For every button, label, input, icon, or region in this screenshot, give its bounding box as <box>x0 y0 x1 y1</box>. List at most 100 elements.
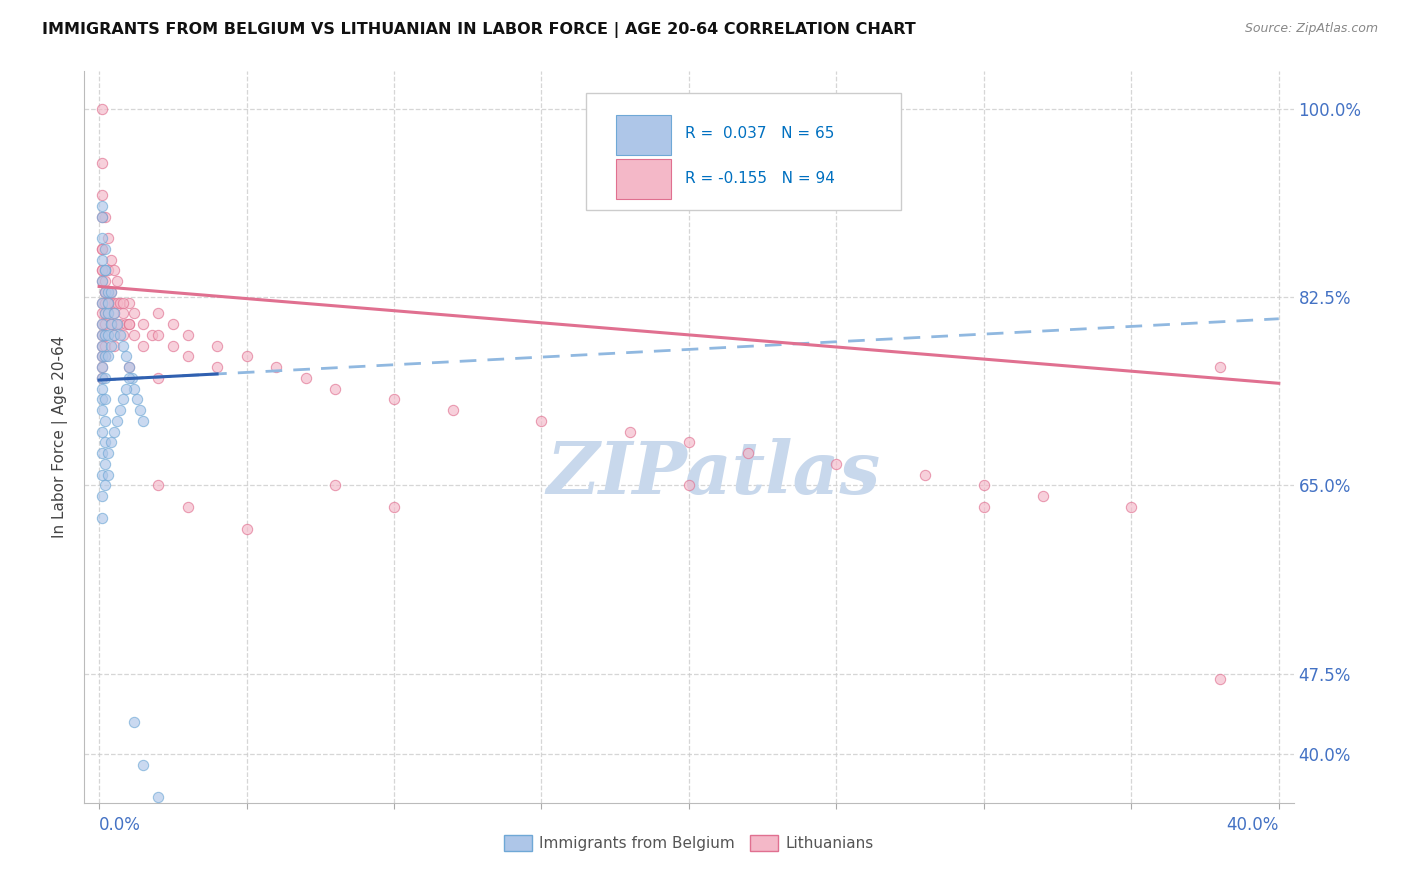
Point <box>1032 489 1054 503</box>
FancyBboxPatch shape <box>616 159 671 200</box>
Point <box>91 199 114 213</box>
Point <box>530 414 553 428</box>
Text: IMMIGRANTS FROM BELGIUM VS LITHUANIAN IN LABOR FORCE | AGE 20-64 CORRELATION CHA: IMMIGRANTS FROM BELGIUM VS LITHUANIAN IN… <box>42 22 915 38</box>
Point <box>100 317 122 331</box>
Point <box>94 371 117 385</box>
Point <box>100 317 122 331</box>
Point <box>176 500 198 514</box>
Text: 0.0%: 0.0% <box>98 815 141 834</box>
Point <box>97 306 120 320</box>
Point <box>91 295 114 310</box>
Point <box>132 317 155 331</box>
Point <box>127 392 149 407</box>
Point <box>91 242 114 256</box>
Point <box>91 360 114 375</box>
Point <box>94 285 117 299</box>
Point <box>91 425 114 439</box>
Point <box>132 338 155 352</box>
Point <box>91 156 114 170</box>
Point <box>103 306 125 320</box>
Point <box>323 382 346 396</box>
Point <box>100 252 122 267</box>
Text: ZIPatlas: ZIPatlas <box>546 438 880 509</box>
Text: Source: ZipAtlas.com: Source: ZipAtlas.com <box>1244 22 1378 36</box>
Point <box>91 327 114 342</box>
Point <box>108 317 131 331</box>
Point <box>91 338 114 352</box>
Point <box>111 295 134 310</box>
Point <box>97 327 120 342</box>
Point <box>100 338 122 352</box>
Point <box>111 327 134 342</box>
Point <box>91 263 114 277</box>
Point <box>162 317 184 331</box>
Point <box>97 285 120 299</box>
Point <box>176 350 198 364</box>
Point <box>94 295 117 310</box>
FancyBboxPatch shape <box>586 94 901 211</box>
Point <box>105 317 128 331</box>
Point <box>382 500 405 514</box>
Point <box>114 350 136 364</box>
Point <box>91 317 114 331</box>
Point <box>441 403 464 417</box>
Point <box>1209 360 1232 375</box>
Point <box>91 210 114 224</box>
Point <box>97 295 120 310</box>
Point <box>91 231 114 245</box>
Point <box>100 295 122 310</box>
Point <box>97 446 120 460</box>
Point <box>91 188 114 202</box>
Point <box>105 317 128 331</box>
Point <box>117 295 139 310</box>
Point <box>105 274 128 288</box>
Point <box>103 295 125 310</box>
Point <box>124 715 146 730</box>
Point <box>100 435 122 450</box>
Point <box>91 252 114 267</box>
Point <box>94 285 117 299</box>
Point <box>91 263 114 277</box>
Point <box>105 295 128 310</box>
Point <box>94 478 117 492</box>
Point <box>108 327 131 342</box>
Point <box>235 521 257 535</box>
Point <box>91 446 114 460</box>
Point <box>91 467 114 482</box>
Point <box>132 758 155 772</box>
Point <box>264 360 287 375</box>
Point <box>103 338 125 352</box>
Point <box>91 242 114 256</box>
Point <box>146 790 169 805</box>
Point <box>94 263 117 277</box>
Point <box>94 242 117 256</box>
Point <box>1121 500 1143 514</box>
Point <box>97 263 120 277</box>
Point <box>114 382 136 396</box>
FancyBboxPatch shape <box>616 115 671 155</box>
Point <box>94 263 117 277</box>
Point <box>94 285 117 299</box>
Point <box>94 435 117 450</box>
Point <box>103 306 125 320</box>
Point <box>117 360 139 375</box>
Point <box>973 500 995 514</box>
Point <box>97 295 120 310</box>
Text: R =  0.037   N = 65: R = 0.037 N = 65 <box>685 126 835 141</box>
Point <box>323 478 346 492</box>
Point <box>146 306 169 320</box>
Point <box>91 306 114 320</box>
Point <box>100 285 122 299</box>
Point <box>108 295 131 310</box>
Point <box>94 306 117 320</box>
Point <box>97 295 120 310</box>
Point <box>678 435 700 450</box>
Point <box>146 478 169 492</box>
Point <box>91 382 114 396</box>
Point <box>97 467 120 482</box>
Point <box>100 317 122 331</box>
Point <box>103 425 125 439</box>
Point <box>162 338 184 352</box>
Point <box>91 274 114 288</box>
Point <box>129 403 152 417</box>
